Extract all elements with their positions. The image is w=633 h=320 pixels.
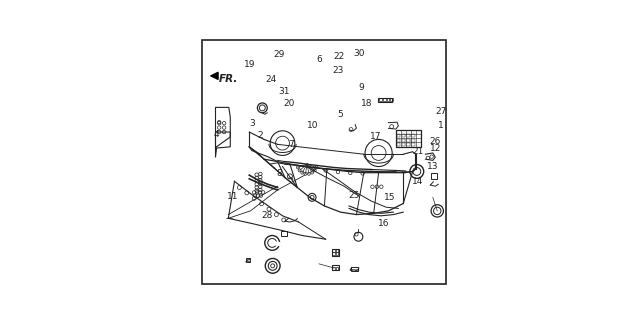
Text: 14: 14 bbox=[412, 177, 423, 186]
Text: 9: 9 bbox=[358, 83, 364, 92]
Bar bbox=[397, 134, 400, 138]
Text: 28: 28 bbox=[261, 211, 273, 220]
Text: 2: 2 bbox=[257, 131, 263, 140]
Bar bbox=[406, 139, 410, 142]
Bar bbox=[335, 267, 338, 269]
Text: 19: 19 bbox=[244, 60, 256, 69]
Text: 31: 31 bbox=[278, 87, 289, 96]
Text: 24: 24 bbox=[266, 75, 277, 84]
Text: 11: 11 bbox=[227, 192, 239, 201]
Text: 5: 5 bbox=[337, 110, 343, 119]
Text: 17: 17 bbox=[370, 132, 382, 141]
Bar bbox=[401, 143, 405, 146]
Bar bbox=[351, 267, 358, 270]
Bar bbox=[401, 134, 405, 138]
Text: 20: 20 bbox=[283, 99, 294, 108]
Bar bbox=[411, 139, 415, 142]
Bar bbox=[431, 173, 437, 179]
Bar bbox=[397, 143, 400, 146]
Bar bbox=[406, 134, 410, 138]
Bar bbox=[378, 98, 392, 102]
Text: 16: 16 bbox=[378, 219, 389, 228]
Text: 27: 27 bbox=[435, 107, 446, 116]
Bar bbox=[332, 267, 335, 269]
Text: FR.: FR. bbox=[219, 74, 239, 84]
Bar bbox=[246, 259, 249, 261]
Text: 22: 22 bbox=[334, 52, 345, 61]
Text: 3: 3 bbox=[249, 119, 255, 128]
Text: 15: 15 bbox=[384, 193, 396, 202]
Text: 6: 6 bbox=[316, 55, 322, 64]
Text: 25: 25 bbox=[348, 191, 360, 200]
Text: 7: 7 bbox=[288, 140, 294, 149]
Bar bbox=[391, 98, 393, 101]
Bar bbox=[332, 252, 335, 255]
Text: 12: 12 bbox=[430, 144, 441, 153]
Bar bbox=[387, 98, 389, 101]
Text: 29: 29 bbox=[273, 50, 285, 59]
Bar bbox=[332, 249, 339, 256]
Text: 13: 13 bbox=[427, 162, 439, 171]
Bar bbox=[379, 98, 382, 101]
Bar bbox=[382, 98, 385, 101]
Bar bbox=[332, 265, 339, 270]
Text: 18: 18 bbox=[361, 99, 373, 108]
Text: 26: 26 bbox=[429, 137, 441, 146]
Bar bbox=[401, 139, 405, 142]
Text: 23: 23 bbox=[332, 66, 344, 75]
Bar bbox=[396, 130, 420, 147]
Bar bbox=[246, 259, 251, 262]
Text: 8: 8 bbox=[277, 169, 282, 178]
Bar bbox=[411, 143, 415, 146]
Bar bbox=[281, 231, 287, 236]
Bar bbox=[335, 252, 338, 255]
Text: 1: 1 bbox=[438, 121, 444, 130]
Text: 21: 21 bbox=[412, 147, 423, 156]
Text: 4: 4 bbox=[213, 130, 219, 139]
Text: 10: 10 bbox=[307, 121, 318, 130]
Bar bbox=[406, 143, 410, 146]
Bar bbox=[411, 134, 415, 138]
Text: 30: 30 bbox=[353, 49, 365, 58]
Bar bbox=[332, 249, 335, 252]
Bar bbox=[335, 249, 338, 252]
Bar bbox=[397, 139, 400, 142]
